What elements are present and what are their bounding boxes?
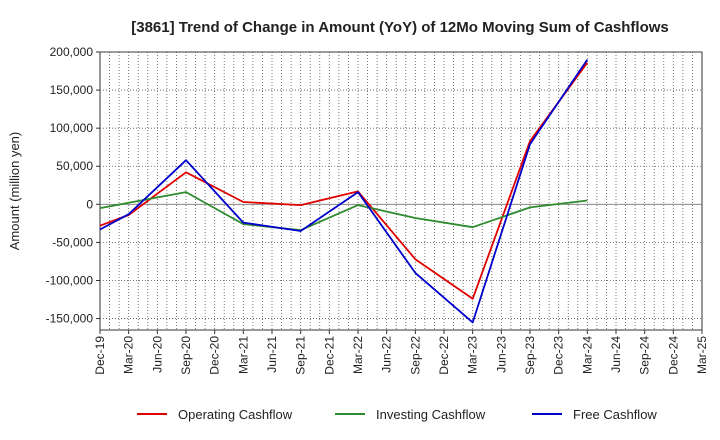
x-tick-label: Dec-22 (437, 336, 451, 375)
y-tick-label: -100,000 (46, 273, 94, 287)
x-tick-label: Dec-23 (552, 336, 566, 375)
x-tick-label: Sep-24 (638, 336, 652, 375)
x-tick-label: Mar-25 (695, 336, 709, 374)
series-line-operating-cashflow (99, 62, 589, 300)
x-tick-label: Mar-22 (351, 336, 365, 374)
y-tick-label: -50,000 (52, 235, 93, 249)
legend-label-operating-cashflow: Operating Cashflow (178, 407, 293, 422)
x-tick-label: Jun-21 (265, 336, 279, 373)
x-tick-label: Jun-22 (380, 336, 394, 373)
x-tick-label: Sep-21 (294, 336, 308, 375)
y-tick-label: 50,000 (56, 159, 93, 173)
x-tick-label: Mar-21 (236, 336, 250, 374)
x-tick-label: Mar-24 (580, 336, 594, 374)
y-tick-label: 100,000 (50, 121, 94, 135)
legend-label-investing-cashflow: Investing Cashflow (376, 407, 486, 422)
x-tick-label: Sep-20 (179, 336, 193, 375)
series-line-free-cashflow (99, 59, 589, 324)
x-tick-label: Dec-24 (666, 336, 680, 375)
y-tick-label: -150,000 (46, 312, 94, 326)
y-axis-label: Amount (million yen) (7, 132, 22, 251)
series-line-investing-cashflow (99, 191, 588, 232)
x-tick-label: Sep-23 (523, 336, 537, 375)
plot-frame (99, 51, 703, 331)
x-tick-label: Dec-20 (208, 336, 222, 375)
x-tick-label: Dec-19 (93, 336, 107, 375)
x-tick-label: Sep-22 (408, 336, 422, 375)
y-tick-label: 0 (86, 197, 93, 211)
axes: 200,000 150,000 100,000 50,000 0 -50,000 -100,… (46, 45, 709, 375)
x-tick-label: Jun-23 (494, 336, 508, 373)
legend: Operating Cashflow Investing Cashflow Free… (137, 407, 657, 422)
x-tick-label: Dec-21 (322, 336, 336, 375)
chart-title: [3861] Trend of Change in Amount (YoY) o… (131, 19, 669, 36)
y-tick-label: 150,000 (50, 83, 94, 97)
series-lines (99, 59, 589, 324)
x-tick-label: Jun-24 (609, 336, 623, 373)
x-tick-label: Jun-20 (150, 336, 164, 373)
grid (99, 51, 703, 331)
x-tick-label: Mar-23 (466, 336, 480, 374)
x-tick-label: Mar-20 (122, 336, 136, 374)
y-tick-label: 200,000 (50, 45, 94, 59)
legend-label-free-cashflow: Free Cashflow (573, 407, 657, 422)
